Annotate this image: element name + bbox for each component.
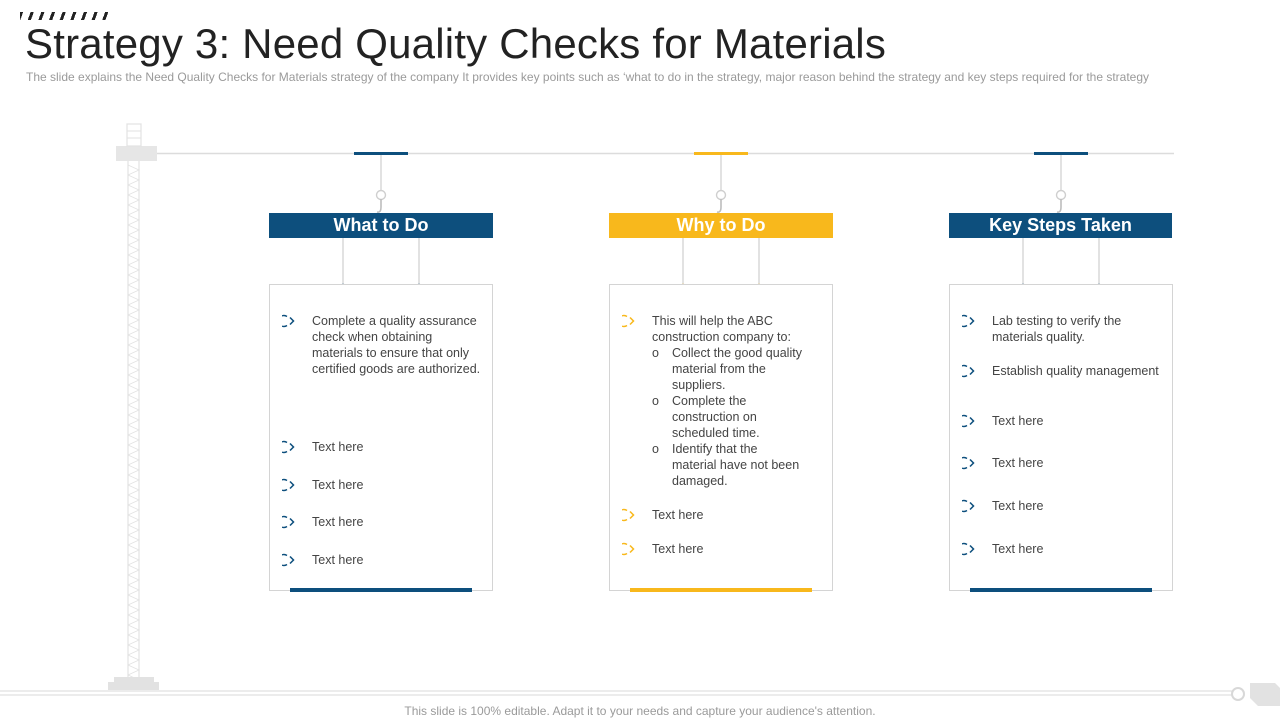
list-item: Text here	[957, 455, 1162, 471]
chevron-circle-icon	[277, 477, 300, 493]
panel-accent-bar	[630, 588, 812, 592]
slide-subtitle: The slide explains the Need Quality Chec…	[26, 70, 1150, 84]
list-item: Complete a quality assurance check when …	[277, 313, 482, 377]
chevron-circle-icon	[617, 507, 640, 523]
card-title-why-to-do: Why to Do	[609, 213, 833, 238]
list-item: Text here	[277, 552, 482, 568]
list-item: Text here	[617, 541, 822, 557]
panel-accent-bar	[290, 588, 472, 592]
chevron-circle-icon	[957, 363, 980, 379]
chevron-circle-icon	[277, 514, 300, 530]
card-title-what-to-do: What to Do	[269, 213, 493, 238]
panel-accent-bar	[970, 588, 1152, 592]
list-item: Lab testing to verify the materials qual…	[957, 313, 1162, 345]
chevron-circle-icon	[957, 313, 980, 329]
title-decoration-hatch	[20, 12, 108, 20]
chevron-circle-icon	[957, 541, 980, 557]
list-item: Text here	[957, 498, 1162, 514]
list-item: This will help the ABC construction comp…	[617, 313, 802, 489]
sub-list-item: o Identify that the material have not bee…	[652, 442, 800, 488]
chevron-circle-icon	[277, 313, 300, 329]
list-item: Text here	[957, 541, 1162, 557]
panel-key-steps-taken: Lab testing to verify the materials qual…	[949, 284, 1173, 592]
list-item: Text here	[277, 514, 482, 530]
slide-title: Strategy 3: Need Quality Checks for Mate…	[25, 20, 887, 67]
chevron-circle-icon	[957, 498, 980, 514]
panel-what-to-do: Complete a quality assurance check when …	[269, 284, 493, 592]
list-item: Text here	[957, 413, 1162, 429]
panel-why-to-do: This will help the ABC construction comp…	[609, 284, 833, 592]
chevron-circle-icon	[957, 455, 980, 471]
list-item: Text here	[617, 507, 822, 523]
sub-list-item: o Collect the good quality material from …	[652, 346, 802, 392]
card-title-key-steps-taken: Key Steps Taken	[949, 213, 1172, 238]
list-item: Establish quality management	[957, 363, 1162, 379]
chevron-circle-icon	[617, 313, 640, 329]
list-item: Text here	[277, 439, 482, 455]
slide-footer: This slide is 100% editable. Adapt it to…	[404, 704, 876, 718]
chevron-circle-icon	[277, 552, 300, 568]
chevron-circle-icon	[957, 413, 980, 429]
list-item: Text here	[277, 477, 482, 493]
sub-list-item: o Complete the construction on scheduled …	[652, 394, 760, 440]
chevron-circle-icon	[277, 439, 300, 455]
chevron-circle-icon	[617, 541, 640, 557]
